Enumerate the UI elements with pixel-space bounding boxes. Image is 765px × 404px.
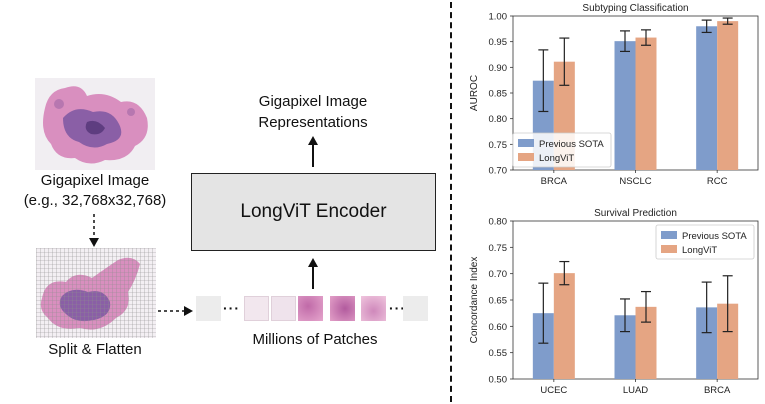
legend-box — [512, 132, 612, 168]
dashed-right-arrow — [158, 306, 193, 316]
bar — [635, 37, 657, 171]
patch-light-1 — [244, 296, 269, 321]
dashed-down-arrow — [89, 214, 99, 247]
y-tick-label: 0.85 — [489, 89, 508, 100]
bar — [696, 26, 718, 171]
bar — [553, 273, 575, 379]
x-tick-label: NSCLC — [619, 176, 651, 187]
bar — [635, 306, 657, 379]
gigapixel-size-label: (e.g., 32,768x32,768) — [23, 192, 167, 209]
y-tick-label: 1.00 — [489, 12, 508, 23]
representations-label-line2: Representations — [258, 114, 368, 131]
x-tick-label: UCEC — [540, 385, 567, 396]
patch-ellipsis-1: ··· — [223, 300, 240, 316]
patch-blank-1 — [196, 296, 221, 321]
y-tick-label: 0.65 — [489, 296, 508, 307]
encoder-to-output-arrow — [308, 136, 318, 167]
patch-tissue-1 — [298, 296, 323, 321]
representations-label-line1: Gigapixel Image — [258, 93, 368, 110]
x-tick-label: BRCA — [541, 176, 568, 187]
y-tick-label: 0.55 — [489, 348, 508, 359]
bar — [717, 303, 739, 379]
x-tick-label: BRCA — [704, 385, 731, 396]
chart-title: Subtyping Classification — [582, 3, 688, 14]
y-axis-label: AUROC — [469, 75, 480, 111]
legend-swatch — [661, 245, 677, 253]
legend-label: LongViT — [682, 245, 717, 256]
patch-light-2 — [271, 296, 296, 321]
y-tick-label: 0.80 — [489, 217, 508, 228]
patch-ellipsis-2: ··· — [389, 300, 406, 316]
y-tick-label: 0.95 — [489, 37, 508, 48]
gigapixel-image-label: Gigapixel Image — [40, 172, 150, 189]
chart-title: Survival Prediction — [594, 208, 677, 219]
legend-swatch — [518, 139, 534, 147]
y-tick-label: 0.50 — [489, 375, 508, 386]
split-slide-image — [36, 248, 156, 338]
survival-chart: Survival Prediction 0.50 0.55 0.60 0.65 0.70 0… — [469, 208, 759, 396]
legend-label: Previous SOTA — [682, 231, 747, 242]
split-flatten-label: Split & Flatten — [48, 341, 142, 358]
y-tick-label: 0.70 — [489, 269, 508, 280]
patch-blank-2 — [403, 296, 428, 321]
legend-swatch — [661, 231, 677, 239]
dashed-divider — [450, 2, 452, 402]
bar — [614, 41, 636, 170]
legend-swatch — [518, 153, 534, 161]
longvit-encoder-box: LongViT Encoder — [191, 173, 436, 251]
y-tick-label: 0.60 — [489, 322, 508, 333]
y-tick-label: 0.90 — [489, 63, 508, 74]
subtyping-chart: Subtyping Classification 0.70 0.75 0.80 0.85… — [469, 3, 759, 187]
encoder-label: LongViT Encoder — [240, 201, 387, 222]
x-tick-label: LUAD — [623, 385, 648, 396]
patches-to-encoder-arrow — [308, 258, 318, 289]
y-axis-label: Concordance Index — [469, 257, 480, 344]
bar — [614, 315, 636, 379]
patch-tissue-3 — [361, 296, 386, 321]
legend-label: Previous SOTA — [539, 139, 604, 150]
legend-label: LongViT — [539, 153, 574, 164]
millions-of-patches-label: Millions of Patches — [252, 331, 378, 348]
patch-tissue-2 — [330, 296, 355, 321]
y-tick-label: 0.70 — [489, 166, 508, 177]
bar — [696, 307, 718, 379]
y-tick-label: 0.75 — [489, 243, 508, 254]
y-tick-label: 0.75 — [489, 140, 508, 151]
bar — [532, 313, 554, 379]
legend-box — [655, 224, 755, 260]
y-tick-label: 0.80 — [489, 114, 508, 125]
gigapixel-slide-image — [35, 78, 155, 170]
x-tick-label: RCC — [707, 176, 728, 187]
bar — [717, 21, 739, 171]
